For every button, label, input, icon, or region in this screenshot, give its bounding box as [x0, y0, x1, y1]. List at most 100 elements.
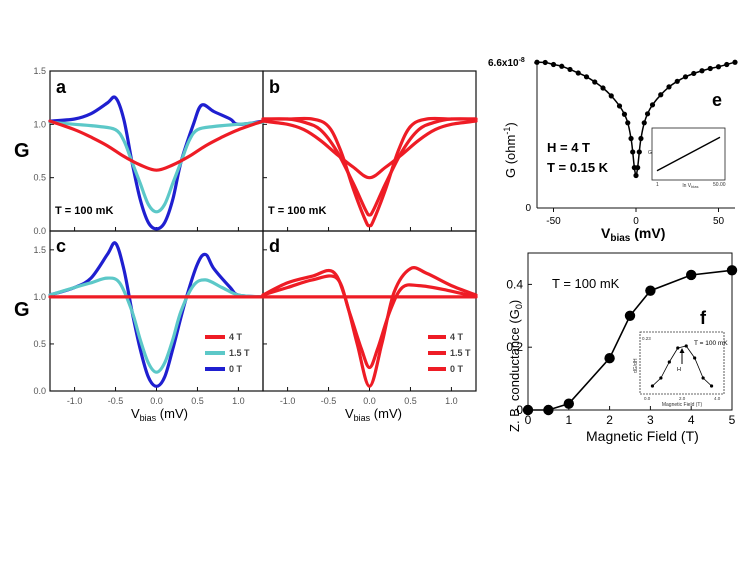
panel-e-xtick-label: 50 — [713, 216, 725, 227]
panel-e-point — [707, 65, 713, 72]
panel-d-xtick-label: 0.5 — [404, 396, 417, 406]
panel-e-point — [625, 120, 631, 126]
panel-e-inset-xtick: 50.00 — [713, 182, 726, 188]
panel-d-legend: 4 T 1.5 T 0 T — [428, 332, 471, 374]
panel-e-inset-xlabel-sub: bias — [691, 184, 698, 189]
panel-e-point — [732, 59, 738, 65]
panel-b-series-0t — [261, 116, 478, 228]
panel-e-point — [638, 135, 644, 142]
panel-f-point — [726, 265, 738, 276]
panel-d-xtick-label: 0.0 — [363, 396, 376, 406]
panel-c-ylabel: G — [14, 299, 30, 321]
panel-c-xtick-label: 0.0 — [150, 396, 163, 406]
panel-f-inset-point — [667, 360, 671, 364]
legend-d-label-4t: 4 T — [450, 332, 464, 342]
panel-d-xtick-label: 1.0 — [445, 396, 458, 406]
panel-d-xlabel: Vbias (mV) — [345, 406, 402, 423]
panel-e-field: H = 4 T — [547, 140, 590, 155]
panel-e-point — [633, 172, 639, 179]
panel-f-xtick-label: 3 — [647, 413, 654, 427]
panel-b-plot — [261, 70, 478, 232]
panel-e-point — [715, 64, 722, 70]
panel-f-xtick-label: 4 — [688, 413, 695, 427]
panel-label-a: a — [56, 77, 67, 97]
panel-f-plot: 0 1 2 3 4 5 0 0.2 0.4 0.0 2.0 4.0 Magnetic Field (T)… — [506, 252, 738, 427]
panel-e-point — [616, 103, 623, 109]
panel-f-inset-xtick: 0.0 — [644, 396, 651, 401]
panel-f-inset-ylabel: dG/dH — [633, 358, 639, 373]
panel-f-point — [563, 398, 574, 409]
panel-f-ytick-label: 0.2 — [506, 340, 523, 354]
panel-e-point — [583, 74, 590, 80]
panel-f-xtick-label: 2 — [606, 413, 613, 427]
panel-e-point — [636, 149, 642, 155]
panel-e-point — [630, 149, 636, 155]
panel-f-xtick-label: 0 — [525, 413, 532, 427]
panel-e-point — [635, 165, 641, 171]
panel-e-ymax-label: 6.6x10-8 — [488, 57, 525, 69]
panel-c-series-15t — [48, 276, 265, 374]
panel-f-inset-point — [676, 346, 680, 350]
panel-a-ytick-label: 0.5 — [33, 173, 46, 183]
panel-e-point — [575, 70, 581, 76]
panel-c-legend: 4 T 1.5 T 0 T — [205, 332, 250, 374]
panel-e-point — [600, 85, 606, 91]
panel-e-point — [534, 59, 540, 65]
panel-f-point — [686, 269, 697, 281]
panel-label-c: c — [56, 236, 66, 256]
panel-e-point — [674, 78, 680, 84]
panel-a-ytick-label: 0.0 — [33, 226, 46, 236]
panel-f-inset-xtick: 4.0 — [714, 396, 721, 401]
panel-f-inset-temperature: T = 100 mK — [694, 340, 728, 347]
panel-a-series-15t — [48, 120, 265, 214]
panel-e-ytick-label: 0 — [525, 203, 531, 214]
panel-e-point — [724, 61, 730, 68]
panel-f-xlabel: Magnetic Field (T) — [586, 428, 699, 444]
legend-c-label-4t: 4 T — [229, 332, 243, 342]
panel-b-temperature: T = 100 mK — [268, 205, 326, 217]
panel-a-plot: 0.0 0.5 1.0 1.5 — [33, 66, 265, 236]
panel-a-series-0t — [48, 95, 265, 231]
panel-e-point — [641, 120, 647, 126]
panel-c-xtick-label: 0.5 — [191, 396, 204, 406]
panel-d-series-0t — [261, 266, 478, 388]
legend-d-label-15t: 1.5 T — [450, 348, 471, 358]
panel-e-point — [621, 111, 628, 117]
panel-c-xtick-label: -0.5 — [108, 396, 124, 406]
panel-f-ylabel: Z. B. conductance (G0) — [507, 300, 524, 432]
panel-label-e: e — [712, 90, 722, 110]
panel-e-point — [666, 84, 672, 90]
panel-f-point — [604, 352, 615, 364]
panel-c-plot: -1.0 -0.5 0.0 0.5 1.0 0.0 0.5 1.0 1.5 — [33, 241, 265, 406]
panel-e-point — [628, 135, 634, 142]
panel-label-d: d — [269, 236, 280, 256]
panel-d-plot: -1.0 -0.5 0.0 0.5 1.0 — [261, 249, 478, 406]
panel-e-point — [550, 61, 557, 68]
panel-f-inset-xlabel: Magnetic Field (T) — [662, 402, 703, 408]
panel-e-plot: -50 0 50 0 1 50.00 ln Vbias G — [525, 59, 738, 227]
panel-a-ytick-label: 1.0 — [33, 119, 46, 129]
panel-e-point — [559, 63, 565, 69]
panel-c-series-0t — [48, 241, 265, 388]
panel-f-xtick-label: 5 — [729, 413, 736, 427]
panel-d-xtick-label: -1.0 — [280, 396, 296, 406]
panel-f-point — [624, 310, 636, 321]
panel-e-point — [542, 59, 548, 66]
panel-e-xtick-label: -50 — [546, 216, 561, 227]
panel-f-ytick-label: 0.4 — [506, 277, 523, 291]
panel-b-series-15t — [261, 117, 478, 217]
panel-f-inset-xtick: 2.0 — [679, 396, 686, 401]
panel-f-ytick-label: 0 — [516, 403, 523, 417]
panel-f-inset-point — [693, 356, 697, 360]
panel-e-xlabel: Vbias (mV) — [601, 225, 665, 244]
panel-f-inset-ytick: 0.23 — [642, 336, 651, 341]
panel-a-ytick-label: 1.5 — [33, 66, 46, 76]
panel-e-ylabel: G (ohm-1) — [502, 122, 518, 178]
panel-e-point — [658, 92, 664, 98]
panel-c-xtick-label: -1.0 — [67, 396, 83, 406]
panel-c-ytick-label: 1.5 — [33, 245, 46, 255]
panel-c-ytick-label: 0.0 — [33, 386, 46, 396]
panel-e-point — [649, 102, 656, 108]
legend-c-label-15t: 1.5 T — [229, 348, 250, 358]
panel-c-ytick-label: 1.0 — [33, 292, 46, 302]
